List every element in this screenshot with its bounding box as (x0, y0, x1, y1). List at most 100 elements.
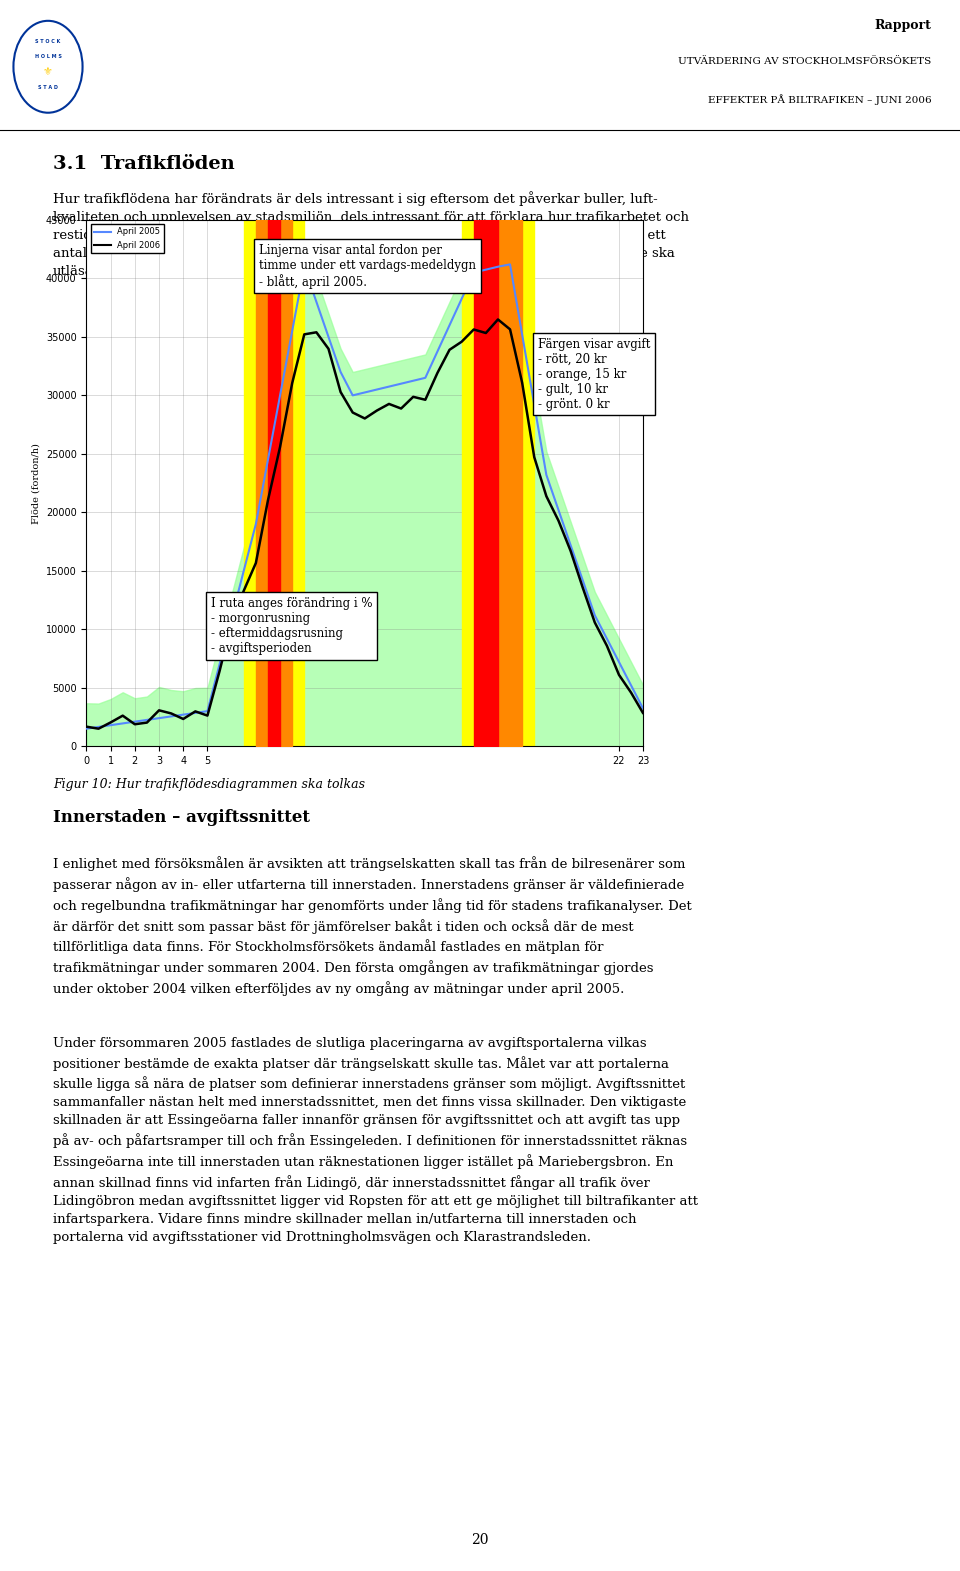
Text: UTVÄRDERING AV STOCKHOLMSFÖRSÖKETS: UTVÄRDERING AV STOCKHOLMSFÖRSÖKETS (678, 57, 931, 66)
April 2006 (347, 404, 358, 423)
April 2006 (396, 399, 407, 418)
Text: I ruta anges förändring i %
- morgonrusning
- eftermiddagsrusning
- avgiftsperio: I ruta anges förändring i % - morgonrusn… (211, 597, 372, 655)
April 2005 (444, 316, 455, 335)
Text: Figur 10: Hur trafikflödesdiagrammen ska tolkas: Figur 10: Hur trafikflödesdiagrammen ska… (53, 778, 365, 790)
Text: Färgen visar avgift
- rött, 20 kr
- orange, 15 kr
- gult, 10 kr
- grönt. 0 kr: Färgen visar avgift - rött, 20 kr - oran… (538, 338, 650, 410)
Text: Under försommaren 2005 fastlades de slutliga placeringarna av avgiftsportalerna : Under försommaren 2005 fastlades de slut… (53, 1037, 698, 1244)
April 2006 (226, 613, 237, 632)
April 2006 (625, 683, 636, 702)
Y-axis label: Flöde (fordon/h): Flöde (fordon/h) (32, 443, 40, 523)
April 2006 (637, 704, 649, 723)
April 2006 (650, 701, 661, 720)
April 2005 (323, 327, 334, 346)
April 2006 (601, 636, 612, 655)
Text: Linjerna visar antal fordon per
timme under ett vardags-medeldygn
- blått, april: Linjerna visar antal fordon per timme un… (259, 244, 476, 289)
April 2006 (407, 388, 419, 407)
April 2005 (407, 371, 419, 390)
April 2005 (613, 652, 625, 671)
April 2006 (299, 325, 310, 344)
April 2005 (650, 705, 661, 724)
April 2005 (625, 676, 636, 694)
April 2005 (214, 655, 226, 674)
April 2006 (105, 713, 116, 732)
April 2006 (154, 701, 165, 720)
April 2006 (372, 401, 383, 419)
April 2006 (251, 553, 262, 572)
April 2005 (154, 709, 165, 727)
Text: Innerstaden – avgiftssnittet: Innerstaden – avgiftssnittet (53, 809, 310, 826)
April 2005 (480, 261, 492, 280)
April 2006 (516, 374, 528, 393)
April 2005 (202, 702, 213, 721)
April 2006 (178, 710, 189, 729)
April 2006 (613, 666, 625, 685)
April 2005 (372, 380, 383, 399)
April 2005 (275, 386, 286, 405)
Text: S T O C K: S T O C K (36, 39, 60, 44)
Text: H O L M S: H O L M S (35, 53, 61, 60)
April 2006 (444, 341, 455, 360)
April 2005 (117, 713, 129, 732)
Text: EFFEKTER PÅ BILTRAFIKEN – JUNI 2006: EFFEKTER PÅ BILTRAFIKEN – JUNI 2006 (708, 94, 931, 105)
April 2005 (637, 699, 649, 718)
April 2005 (564, 536, 576, 555)
April 2006 (81, 718, 92, 737)
Line: April 2005: April 2005 (86, 264, 656, 729)
April 2006 (141, 713, 153, 732)
April 2005 (396, 374, 407, 393)
April 2005 (238, 561, 250, 580)
April 2005 (504, 255, 516, 273)
Text: Hur trafikflödena har förändrats är dels intressant i sig eftersom det påverkar : Hur trafikflödena har förändrats är dels… (53, 192, 688, 278)
April 2006 (383, 394, 395, 413)
Text: Rapport: Rapport (875, 19, 931, 31)
April 2005 (577, 570, 588, 589)
April 2006 (117, 707, 129, 726)
April 2006 (492, 309, 504, 328)
April 2006 (238, 581, 250, 600)
April 2005 (129, 712, 140, 731)
Text: 20: 20 (471, 1533, 489, 1547)
April 2005 (359, 383, 371, 402)
April 2006 (214, 661, 226, 680)
April 2006 (420, 390, 431, 408)
April 2005 (347, 386, 358, 405)
April 2006 (504, 320, 516, 339)
April 2006 (93, 720, 105, 738)
April 2006 (202, 707, 213, 726)
April 2006 (189, 702, 201, 721)
April 2006 (540, 487, 552, 506)
April 2006 (262, 490, 274, 509)
April 2006 (286, 374, 298, 393)
Text: ⚜: ⚜ (43, 68, 53, 77)
April 2005 (251, 515, 262, 534)
April 2005 (93, 718, 105, 737)
April 2005 (262, 451, 274, 470)
April 2005 (492, 258, 504, 276)
April 2005 (335, 363, 347, 382)
April 2005 (529, 396, 540, 415)
April 2005 (226, 608, 237, 627)
April 2005 (299, 258, 310, 276)
April 2006 (456, 333, 468, 352)
April 2005 (432, 342, 444, 361)
April 2006 (432, 363, 444, 382)
April 2005 (81, 720, 92, 738)
April 2005 (456, 289, 468, 308)
April 2005 (601, 630, 612, 649)
Text: S T A D: S T A D (38, 85, 58, 90)
April 2006 (577, 578, 588, 597)
April 2005 (165, 707, 177, 726)
April 2005 (105, 716, 116, 735)
Legend: April 2005, April 2006: April 2005, April 2006 (90, 225, 164, 253)
April 2005 (589, 606, 601, 625)
April 2006 (480, 324, 492, 342)
April 2006 (564, 542, 576, 561)
April 2006 (323, 339, 334, 358)
April 2005 (383, 377, 395, 396)
April 2005 (540, 465, 552, 484)
April 2006 (335, 383, 347, 402)
April 2005 (420, 369, 431, 388)
April 2006 (589, 613, 601, 632)
April 2006 (275, 437, 286, 456)
April 2005 (516, 325, 528, 344)
